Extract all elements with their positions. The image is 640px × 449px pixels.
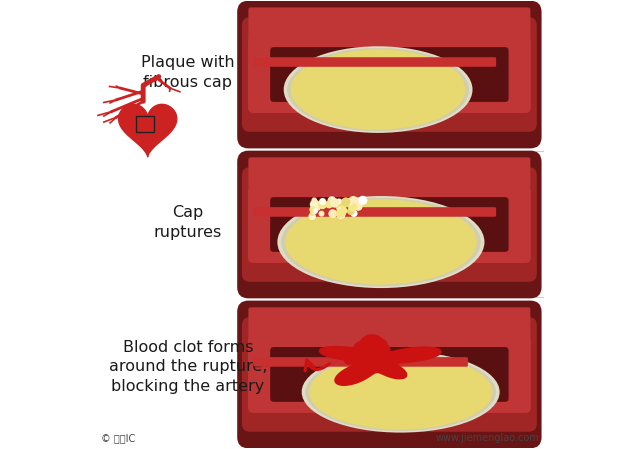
- Circle shape: [329, 199, 333, 203]
- Circle shape: [374, 341, 388, 355]
- Circle shape: [359, 197, 367, 204]
- Circle shape: [317, 207, 320, 210]
- Ellipse shape: [281, 198, 481, 286]
- Circle shape: [312, 209, 317, 214]
- FancyBboxPatch shape: [248, 307, 531, 341]
- FancyBboxPatch shape: [248, 157, 531, 189]
- Ellipse shape: [285, 199, 477, 285]
- Circle shape: [331, 199, 339, 207]
- Circle shape: [356, 343, 373, 360]
- FancyBboxPatch shape: [253, 357, 468, 367]
- Circle shape: [337, 206, 346, 215]
- Circle shape: [337, 199, 341, 203]
- Circle shape: [310, 207, 315, 212]
- Circle shape: [312, 205, 316, 208]
- Circle shape: [350, 347, 365, 363]
- Circle shape: [329, 210, 337, 217]
- Ellipse shape: [287, 48, 469, 131]
- FancyBboxPatch shape: [253, 57, 496, 67]
- Circle shape: [350, 349, 367, 367]
- Circle shape: [349, 197, 358, 205]
- FancyBboxPatch shape: [270, 197, 509, 252]
- Circle shape: [310, 211, 315, 215]
- Circle shape: [351, 211, 357, 216]
- Circle shape: [355, 203, 362, 210]
- Circle shape: [344, 355, 353, 364]
- Circle shape: [314, 209, 317, 212]
- FancyBboxPatch shape: [270, 347, 509, 402]
- Circle shape: [342, 207, 346, 211]
- Circle shape: [349, 203, 356, 211]
- Text: Blood clot forms
around the rupture,
blocking the artery: Blood clot forms around the rupture, blo…: [109, 339, 268, 394]
- Circle shape: [339, 208, 341, 211]
- Circle shape: [309, 213, 315, 220]
- FancyBboxPatch shape: [248, 8, 531, 44]
- Text: www.jiemenglao.com: www.jiemenglao.com: [436, 433, 540, 443]
- Circle shape: [376, 339, 387, 351]
- FancyBboxPatch shape: [242, 317, 537, 432]
- Ellipse shape: [284, 46, 472, 133]
- Ellipse shape: [301, 352, 500, 432]
- Polygon shape: [118, 104, 177, 157]
- Circle shape: [319, 201, 326, 208]
- Circle shape: [320, 199, 325, 204]
- FancyBboxPatch shape: [248, 186, 531, 263]
- FancyBboxPatch shape: [242, 17, 537, 132]
- Circle shape: [337, 211, 345, 218]
- Ellipse shape: [309, 354, 492, 430]
- Circle shape: [319, 211, 324, 216]
- Circle shape: [337, 202, 345, 211]
- Circle shape: [346, 198, 353, 205]
- Circle shape: [326, 201, 333, 208]
- Circle shape: [344, 210, 347, 213]
- Circle shape: [354, 342, 367, 355]
- Circle shape: [342, 198, 349, 206]
- Circle shape: [348, 208, 354, 214]
- FancyBboxPatch shape: [248, 336, 531, 413]
- Circle shape: [338, 206, 342, 209]
- Text: © 东方IC: © 东方IC: [100, 433, 135, 443]
- Ellipse shape: [305, 353, 496, 431]
- Circle shape: [312, 198, 316, 202]
- Circle shape: [310, 200, 319, 209]
- Circle shape: [328, 197, 335, 204]
- FancyBboxPatch shape: [237, 1, 541, 149]
- FancyBboxPatch shape: [248, 36, 531, 113]
- Text: Cap
ruptures: Cap ruptures: [154, 205, 222, 240]
- Circle shape: [380, 345, 390, 355]
- FancyBboxPatch shape: [253, 207, 496, 217]
- Ellipse shape: [291, 49, 465, 130]
- Circle shape: [332, 199, 337, 204]
- Circle shape: [337, 209, 345, 218]
- FancyBboxPatch shape: [237, 151, 541, 298]
- FancyBboxPatch shape: [270, 47, 509, 102]
- Ellipse shape: [277, 196, 484, 288]
- Text: Plaque with
fibrous cap: Plaque with fibrous cap: [141, 55, 235, 90]
- Polygon shape: [319, 335, 441, 385]
- FancyBboxPatch shape: [242, 167, 537, 282]
- FancyBboxPatch shape: [237, 300, 541, 448]
